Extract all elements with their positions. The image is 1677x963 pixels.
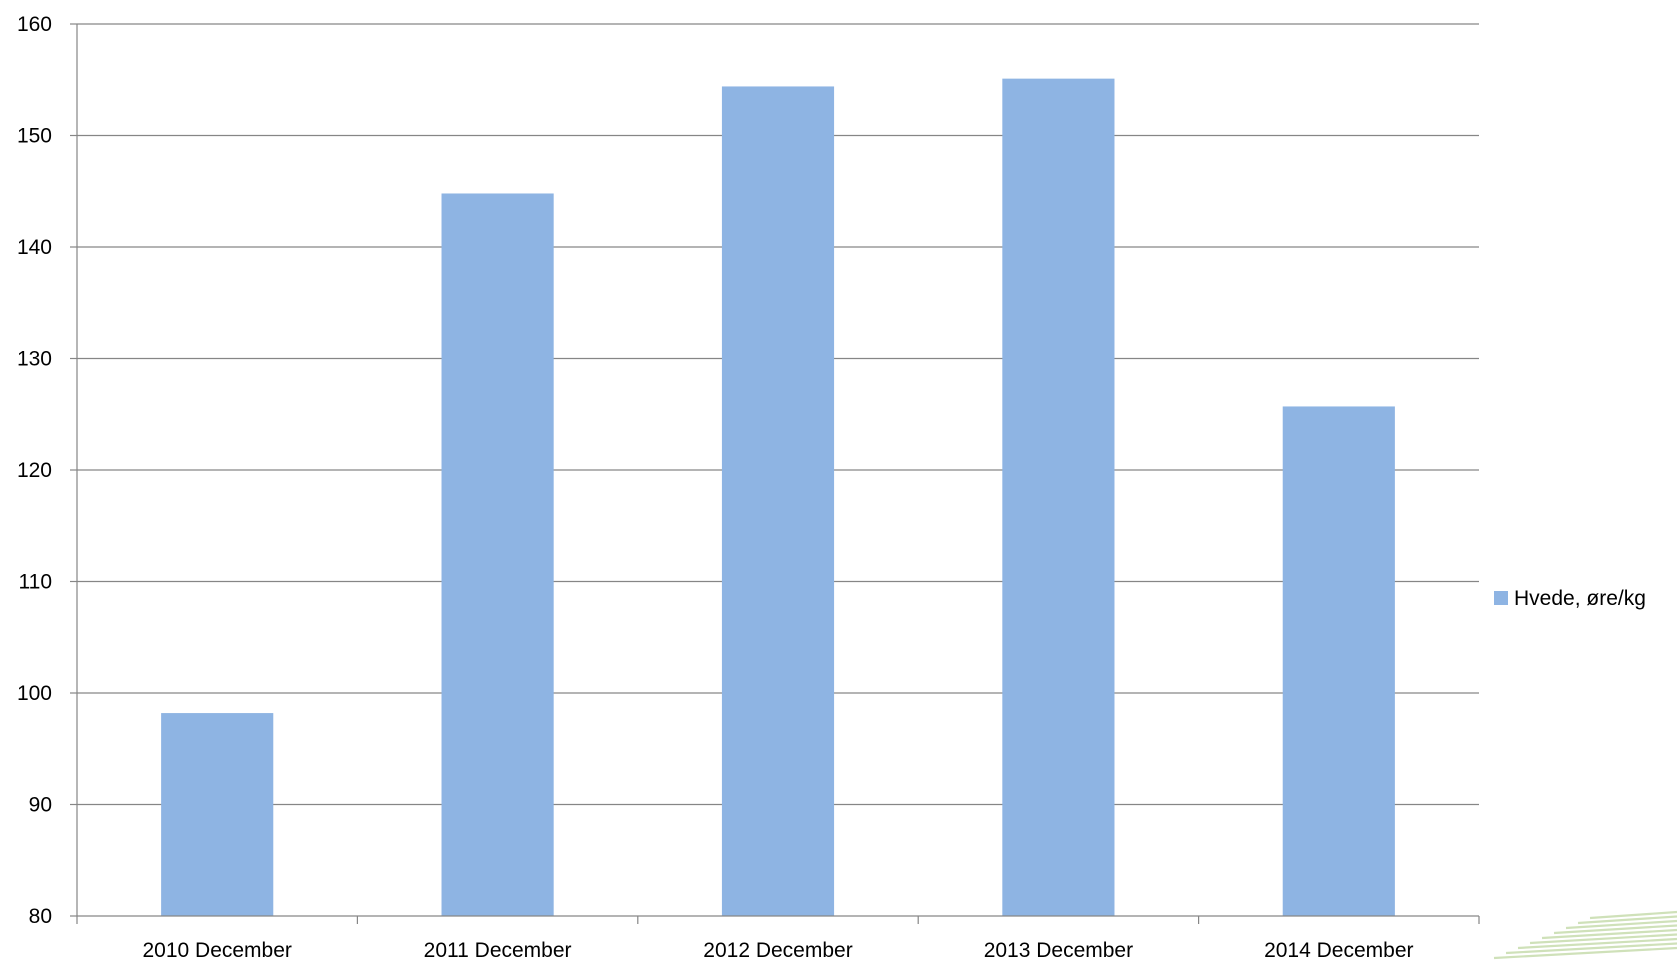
y-tick-label: 150	[17, 125, 52, 148]
x-tick-label: 2012 December	[703, 939, 852, 962]
bar	[1002, 78, 1115, 916]
y-tick-label: 90	[29, 794, 52, 817]
bar	[721, 86, 835, 916]
x-tick-label: 2014 December	[1264, 939, 1413, 962]
y-tick-label: 130	[17, 348, 52, 371]
y-tick-label: 110	[19, 571, 52, 594]
decoration-stripe	[1565, 919, 1677, 930]
y-tick-label: 100	[17, 682, 52, 705]
decoration-stripe	[1541, 928, 1677, 940]
corner-decoration	[1493, 910, 1677, 960]
bar	[161, 713, 274, 916]
legend-swatch	[1494, 591, 1508, 605]
bar	[1282, 406, 1395, 916]
y-ticks: 80 90 100 110 120 130 140 150 160	[17, 13, 77, 928]
x-tick-label: 2013 December	[984, 939, 1133, 962]
y-tick-label: 80	[29, 905, 52, 928]
decoration-stripe	[1553, 924, 1677, 935]
decoration-stripe	[1517, 937, 1677, 950]
legend-label: Hvede, øre/kg	[1514, 587, 1646, 610]
x-tick-label: 2011 December	[424, 939, 572, 962]
y-tick-label: 120	[17, 459, 52, 482]
decoration-stripe	[1493, 946, 1677, 960]
legend: Hvede, øre/kg	[1494, 587, 1646, 610]
decoration-stripe	[1505, 942, 1677, 955]
bar	[441, 193, 554, 917]
bars	[161, 78, 1395, 917]
x-tick-label: 2010 December	[142, 939, 291, 962]
x-ticks: 2010 December 2011 December 2012 December 2…	[76, 916, 1480, 962]
y-tick-label: 140	[17, 236, 52, 259]
decoration-stripe	[1589, 910, 1677, 920]
decoration-stripe	[1529, 933, 1677, 945]
decoration-stripe	[1577, 915, 1677, 925]
y-tick-label: 160	[17, 13, 52, 36]
